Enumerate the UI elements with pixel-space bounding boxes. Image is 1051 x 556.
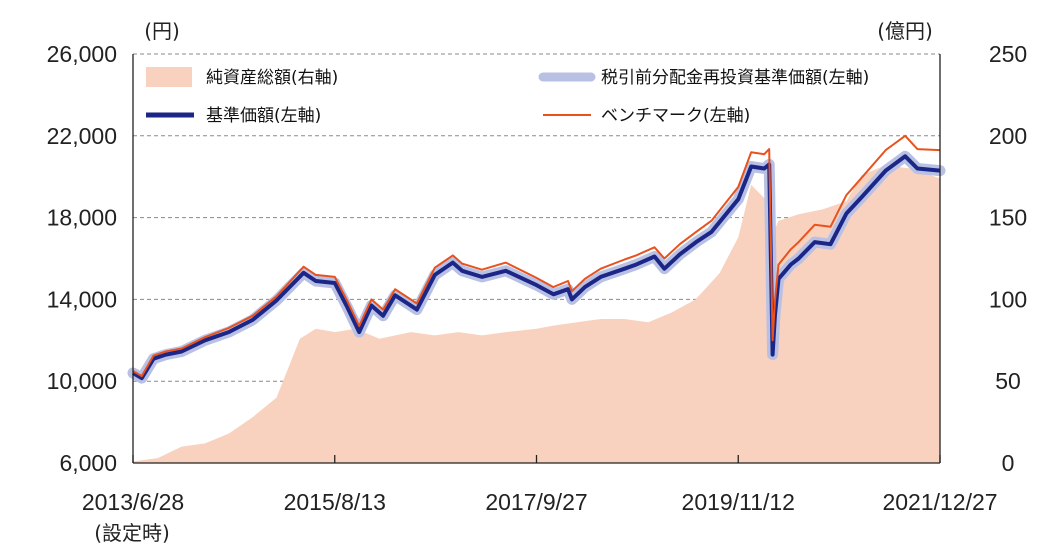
left-tick-label: 6,000 bbox=[59, 450, 117, 476]
legend: 純資産総額(右軸) 税引前分配金再投資基準価額(左軸) 基準価額(左軸) ベンチ… bbox=[146, 67, 869, 126]
x-tick-label: 2019/11/12 bbox=[682, 489, 795, 515]
series-net-assets-area bbox=[133, 165, 940, 463]
left-tick-label: 10,000 bbox=[47, 368, 117, 394]
left-tick-label: 14,000 bbox=[47, 286, 117, 312]
legend-label-base-nav: 基準価額(左軸) bbox=[206, 106, 321, 126]
series-base-nav-line bbox=[131, 154, 941, 381]
x-tick-label: 2013/6/28 bbox=[82, 489, 184, 515]
legend-label-reinvested-nav: 税引前分配金再投資基準価額(左軸) bbox=[601, 68, 869, 88]
legend-label-benchmark: ベンチマーク(左軸) bbox=[601, 106, 750, 126]
left-tick-label: 26,000 bbox=[47, 41, 117, 67]
left-axis-ticks: 26,000 22,000 18,000 14,000 10,000 6,000 bbox=[47, 41, 117, 476]
right-tick-label: 0 bbox=[1002, 450, 1015, 476]
right-tick-label: 100 bbox=[989, 286, 1027, 312]
right-tick-label: 250 bbox=[989, 41, 1027, 67]
right-tick-label: 50 bbox=[995, 368, 1021, 394]
x-tick-label: 2017/9/27 bbox=[485, 489, 587, 515]
x-tick-label: 2015/8/13 bbox=[284, 489, 386, 515]
legend-swatch-net-assets bbox=[146, 67, 192, 87]
series-benchmark-line bbox=[132, 134, 941, 378]
x-tick-label: 2021/12/27 bbox=[882, 489, 997, 515]
legend-label-net-assets: 純資産総額(右軸) bbox=[206, 68, 338, 88]
right-tick-label: 150 bbox=[989, 205, 1027, 231]
left-tick-label: 22,000 bbox=[47, 123, 117, 149]
left-axis-unit: (円) bbox=[144, 19, 180, 43]
x-axis-ticks: 2013/6/28 2015/8/13 2017/9/27 2019/11/12 202… bbox=[82, 455, 998, 515]
left-tick-label: 18,000 bbox=[47, 205, 117, 231]
right-axis-unit: (億円) bbox=[877, 19, 933, 43]
x-axis-start-note: (設定時) bbox=[94, 521, 170, 545]
right-axis-ticks: 250 200 150 100 50 0 bbox=[989, 41, 1027, 476]
right-tick-label: 200 bbox=[989, 123, 1027, 149]
